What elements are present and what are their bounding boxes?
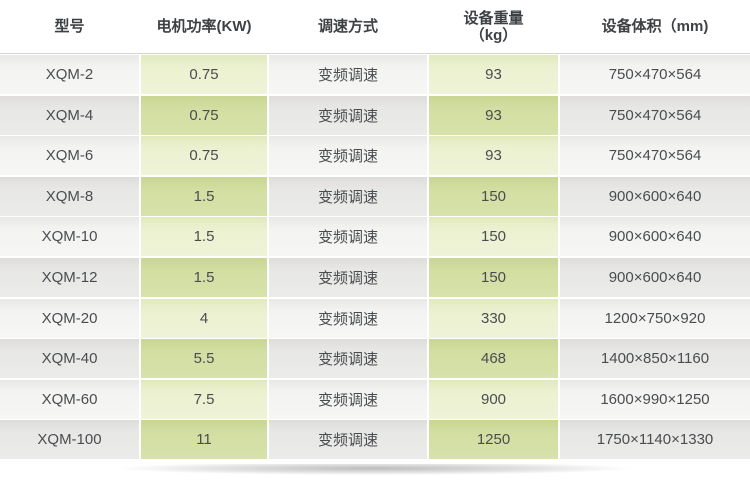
speed-cell: 变频调速 (267, 95, 427, 135)
power-cell: 5.5 (139, 339, 267, 379)
weight-cell: 93 (427, 55, 558, 94)
volume-cell: 900×600×640 (558, 176, 750, 216)
power-cell: 7.5 (139, 379, 267, 419)
power-cell: 1.5 (139, 257, 267, 297)
column-header-speed-label: 调速方式 (317, 18, 378, 35)
column-header-power: 电机功率(KW) (139, 0, 267, 53)
speed-cell: 变频调速 (267, 257, 427, 297)
table-row: XQM-10 1.5 变频调速 150 900×600×640 (0, 217, 750, 257)
table-row: XQM-2 0.75 变频调速 93 750×470×564 (0, 55, 750, 94)
power-cell: 0.75 (139, 95, 267, 135)
column-header-weight-label-line1: 设备重量 (463, 9, 524, 27)
column-header-volume: 设备体积（mm) (558, 0, 750, 53)
column-header-speed: 调速方式 (267, 0, 427, 53)
power-cell: 1.5 (139, 176, 267, 216)
table-row: XQM-60 7.5 变频调速 900 1600×990×1250 (0, 379, 750, 419)
table-drop-shadow (16, 464, 734, 484)
speed-cell: 变频调速 (267, 176, 427, 216)
weight-cell: 150 (427, 176, 558, 216)
table-header-row: 型号 电机功率(KW) 调速方式 设备重量 （kg） 设备体积（mm) (0, 0, 750, 54)
table-row: XQM-4 0.75 变频调速 93 750×470×564 (0, 95, 750, 135)
model-cell: XQM-4 (0, 95, 139, 135)
table-row: XQM-100 11 变频调速 1250 1750×1140×1330 (0, 420, 750, 460)
column-header-weight-label-line2: （kg） (469, 26, 518, 44)
weight-cell: 150 (427, 217, 558, 257)
table-row: XQM-40 5.5 变频调速 468 1400×850×1160 (0, 339, 750, 379)
speed-cell: 变频调速 (267, 379, 427, 419)
speed-cell: 变频调速 (267, 217, 427, 257)
volume-cell: 900×600×640 (558, 257, 750, 297)
table-row: XQM-8 1.5 变频调速 150 900×600×640 (0, 176, 750, 216)
model-cell: XQM-8 (0, 176, 139, 216)
volume-cell: 750×470×564 (558, 95, 750, 135)
weight-cell: 1250 (427, 420, 558, 460)
column-header-model: 型号 (0, 0, 139, 53)
speed-cell: 变频调速 (267, 136, 427, 176)
volume-cell: 1750×1140×1330 (558, 420, 750, 460)
column-header-weight: 设备重量 （kg） (427, 0, 558, 53)
weight-cell: 93 (427, 136, 558, 176)
table-row: XQM-12 1.5 变频调速 150 900×600×640 (0, 257, 750, 297)
volume-cell: 1400×850×1160 (558, 339, 750, 379)
model-cell: XQM-10 (0, 217, 139, 257)
model-cell: XQM-100 (0, 420, 139, 460)
power-cell: 1.5 (139, 217, 267, 257)
weight-cell: 93 (427, 95, 558, 135)
power-cell: 11 (139, 420, 267, 460)
power-cell: 4 (139, 298, 267, 338)
speed-cell: 变频调速 (267, 339, 427, 379)
volume-cell: 750×470×564 (558, 136, 750, 176)
weight-cell: 150 (427, 257, 558, 297)
model-cell: XQM-40 (0, 339, 139, 379)
table-row: XQM-20 4 变频调速 330 1200×750×920 (0, 298, 750, 338)
table-body: XQM-2 0.75 变频调速 93 750×470×564 XQM-4 0.7… (0, 54, 750, 460)
power-cell: 0.75 (139, 136, 267, 176)
weight-cell: 900 (427, 379, 558, 419)
model-cell: XQM-6 (0, 136, 139, 176)
volume-cell: 1600×990×1250 (558, 379, 750, 419)
model-cell: XQM-20 (0, 298, 139, 338)
weight-cell: 330 (427, 298, 558, 338)
speed-cell: 变频调速 (267, 298, 427, 338)
volume-cell: 900×600×640 (558, 217, 750, 257)
column-header-power-label: 电机功率(KW) (156, 18, 252, 35)
model-cell: XQM-12 (0, 257, 139, 297)
volume-cell: 750×470×564 (558, 55, 750, 94)
model-cell: XQM-2 (0, 55, 139, 94)
column-header-volume-label: 设备体积（mm) (601, 18, 709, 35)
volume-cell: 1200×750×920 (558, 298, 750, 338)
column-header-model-label: 型号 (54, 18, 85, 35)
power-cell: 0.75 (139, 55, 267, 94)
speed-cell: 变频调速 (267, 55, 427, 94)
table-row: XQM-6 0.75 变频调速 93 750×470×564 (0, 136, 750, 176)
model-cell: XQM-60 (0, 379, 139, 419)
weight-cell: 468 (427, 339, 558, 379)
speed-cell: 变频调速 (267, 420, 427, 460)
